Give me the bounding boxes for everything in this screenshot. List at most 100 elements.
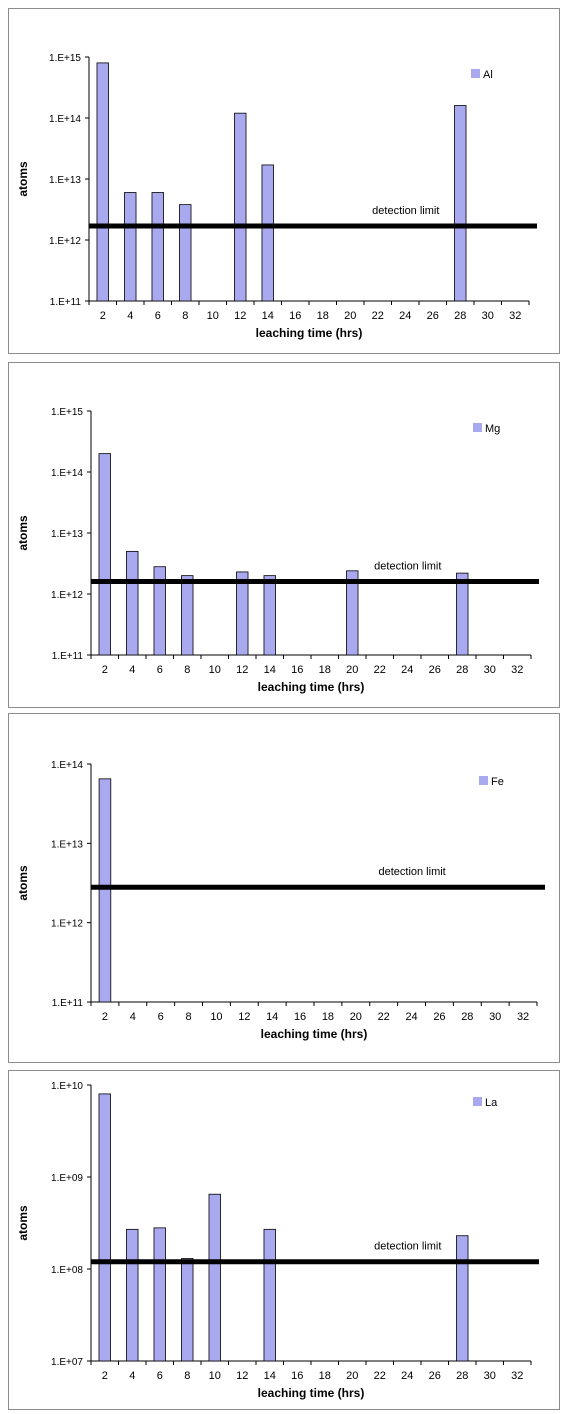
x-tick-label: 30 [484,1370,496,1382]
detection-limit-label: detection limit [372,205,439,217]
x-tick-label: 12 [234,310,246,322]
y-axis-label: atoms [16,515,30,551]
x-tick-label: 24 [399,310,411,322]
y-axis-label: atoms [16,1205,30,1241]
x-tick-label: 32 [511,664,523,676]
legend-swatch-al [471,69,480,78]
x-tick-label: 30 [482,310,494,322]
detection-limit-label: detection limit [374,1241,441,1253]
y-axis-label: atoms [16,161,30,197]
y-tick-label: 1.E+15 [51,407,83,418]
x-tick-label: 20 [346,664,358,676]
x-tick-label: 8 [184,1370,190,1382]
x-tick-label: 18 [322,1011,334,1023]
x-tick-label: 30 [484,664,496,676]
x-tick-label: 2 [102,1370,108,1382]
x-tick-label: 12 [236,1370,248,1382]
x-tick-label: 14 [262,310,274,322]
x-tick-label: 6 [157,1370,163,1382]
x-tick-label: 20 [346,1370,358,1382]
x-tick-label: 2 [102,1011,108,1023]
x-tick-label: 10 [209,664,221,676]
legend-label-al: Al [483,69,493,81]
x-tick-label: 26 [433,1011,445,1023]
bar-mg-14 [263,575,276,656]
x-tick-label: 10 [209,1370,221,1382]
y-tick-label: 1.E+08 [51,1265,83,1276]
bar-al-8 [179,204,192,302]
x-axis-label: leaching time (hrs) [258,1386,365,1400]
x-tick-label: 18 [319,664,331,676]
legend-swatch-la [473,1097,482,1106]
x-tick-label: 4 [127,310,133,322]
y-tick-label: 1.E+14 [51,468,83,479]
x-tick-label: 28 [456,1370,468,1382]
x-tick-label: 18 [319,1370,331,1382]
x-tick-label: 16 [291,1370,303,1382]
x-tick-label: 22 [372,310,384,322]
y-tick-label: 1.E+12 [51,590,83,601]
x-tick-label: 26 [429,1370,441,1382]
x-tick-label: 22 [378,1011,390,1023]
detection-limit-label: detection limit [378,866,445,878]
chart-panel-fe: 1.E+11 1.E+12 1.E+13 1.E+14 2 4 6 8 10 12 14 16 18 20… [8,713,560,1063]
x-tick-label: 28 [461,1011,473,1023]
y-tick-label: 1.E+09 [51,1173,83,1184]
chart-panel-la: 1.E+07 1.E+08 1.E+09 1.E+10 2 4 6 8 10 12 14 16 18 20… [8,1070,560,1410]
x-tick-label: 6 [158,1011,164,1023]
x-tick-label: 8 [186,1011,192,1023]
detection-limit-label: detection limit [374,561,441,573]
bar-la-6 [153,1227,166,1362]
bar-al-12 [234,112,247,302]
chart-svg-la: 1.E+071.E+081.E+091.E+102 4 6 8 10 12 14 16 18 20… [16,1081,539,1400]
bar-la-8 [181,1258,194,1362]
x-tick-label: 28 [454,310,466,322]
x-tick-label: 14 [264,664,276,676]
x-tick-label: 8 [182,310,188,322]
legend-label-la: La [485,1097,498,1109]
x-tick-label: 26 [429,664,441,676]
x-tick-label: 24 [401,664,413,676]
x-tick-label: 14 [264,1370,276,1382]
x-tick-label: 22 [374,1370,386,1382]
bar-la-10 [208,1193,221,1362]
x-tick-label: 20 [344,310,356,322]
x-tick-label: 32 [509,310,521,322]
chart-svg-al: 1.E+111.E+121.E+131.E+141.E+152 4 6 8 10 12 14… [16,53,537,340]
x-tick-label: 20 [350,1011,362,1023]
x-tick-label: 6 [157,664,163,676]
x-tick-label: 28 [456,664,468,676]
x-tick-label: 18 [317,310,329,322]
y-tick-label: 1.E+15 [49,53,81,64]
bar-la-28 [456,1235,469,1362]
y-tick-label: 1.E+12 [51,919,83,930]
bar-al-28 [454,105,467,302]
bar-la-14 [263,1228,276,1362]
bar-mg-4 [126,550,139,656]
y-tick-label: 1.E+13 [51,529,83,540]
x-tick-label: 16 [289,310,301,322]
bar-mg-2 [98,453,111,656]
x-tick-label: 14 [266,1011,278,1023]
x-tick-label: 16 [294,1011,306,1023]
chart-svg-fe: 1.E+111.E+121.E+131.E+142 4 6 8 10 12 14 16 18 20… [16,760,545,1041]
y-tick-label: 1.E+13 [51,839,83,850]
chart-panel-al: 1.E+11 1.E+12 1.E+13 1.E+14 1.E+15 2 4 6 8 10 12 14… [8,8,560,354]
bar-al-4 [124,192,137,302]
bar-mg-20 [346,570,359,656]
y-tick-label: 1.E+11 [52,651,84,662]
y-axis-label: atoms [16,865,30,901]
x-tick-label: 2 [100,310,106,322]
x-tick-label: 10 [210,1011,222,1023]
bar-mg-6 [153,566,166,656]
x-tick-label: 16 [291,664,303,676]
y-tick-label: 1.E+11 [50,297,82,308]
x-tick-label: 32 [511,1370,523,1382]
y-tick-label: 1.E+13 [49,175,81,186]
bar-mg-28 [456,572,469,656]
x-tick-label: 24 [405,1011,417,1023]
x-tick-label: 12 [238,1011,250,1023]
legend-swatch-fe [479,776,488,785]
x-tick-label: 2 [102,664,108,676]
bar-al-6 [151,192,164,302]
